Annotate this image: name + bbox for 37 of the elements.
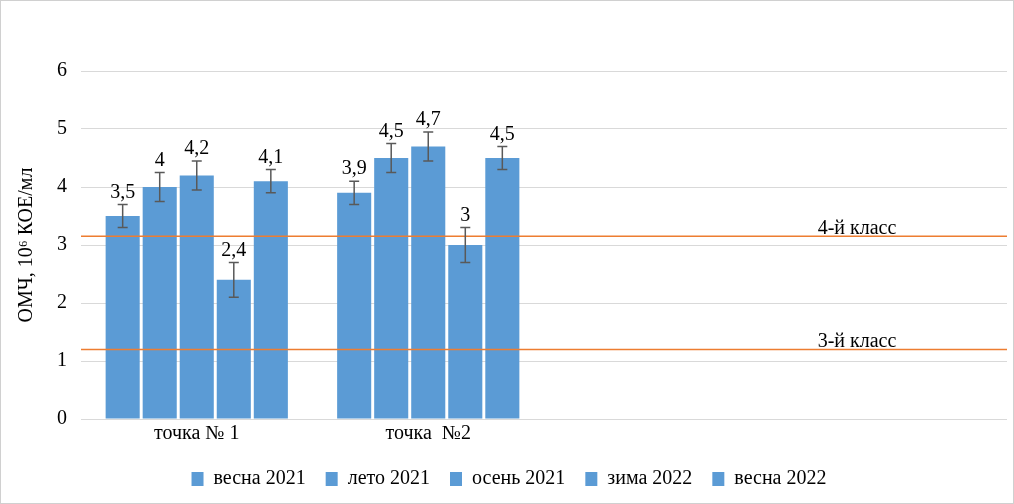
ref-line-label: 4-й класс	[817, 215, 897, 238]
data-label: 4	[154, 147, 165, 170]
ref-line-label: 3-й класс	[817, 328, 897, 351]
data-label: 4,2	[184, 136, 210, 159]
bar	[337, 192, 372, 419]
bar	[485, 158, 520, 419]
y-tick-label: 6	[57, 58, 67, 81]
data-label: 2,4	[221, 237, 247, 260]
y-tick-label: 0	[57, 406, 67, 429]
x-tick-label: точка №2	[385, 421, 471, 444]
legend-label: весна 2021	[213, 466, 306, 489]
bar	[179, 175, 214, 419]
bar	[448, 245, 483, 419]
y-tick-label: 4	[57, 174, 67, 197]
y-tick-label: 2	[57, 290, 67, 313]
data-label: 4,1	[258, 144, 284, 167]
data-label: 4,5	[489, 121, 515, 144]
bar	[142, 187, 177, 419]
y-tick-label: 1	[57, 348, 67, 371]
bar	[374, 158, 409, 419]
legend-label: лето 2021	[347, 466, 431, 489]
bar	[253, 181, 288, 419]
legend-label: осень 2021	[472, 466, 566, 489]
data-label: 3,9	[341, 156, 367, 179]
bar	[216, 279, 251, 419]
bar	[105, 216, 140, 419]
data-label: 3	[460, 202, 471, 225]
data-label: 3,5	[110, 179, 136, 202]
y-tick-label: 3	[57, 232, 67, 255]
legend-label: весна 2022	[734, 466, 827, 489]
bar	[411, 146, 446, 419]
legend-label: зима 2022	[607, 466, 693, 489]
y-axis-title: ОМЧ, 10⁶ КОЕ/мл	[14, 167, 37, 323]
data-label: 4,7	[415, 107, 441, 130]
y-tick-label: 5	[57, 116, 67, 139]
data-label: 4,5	[378, 118, 404, 141]
x-tick-label: точка № 1	[154, 421, 240, 444]
